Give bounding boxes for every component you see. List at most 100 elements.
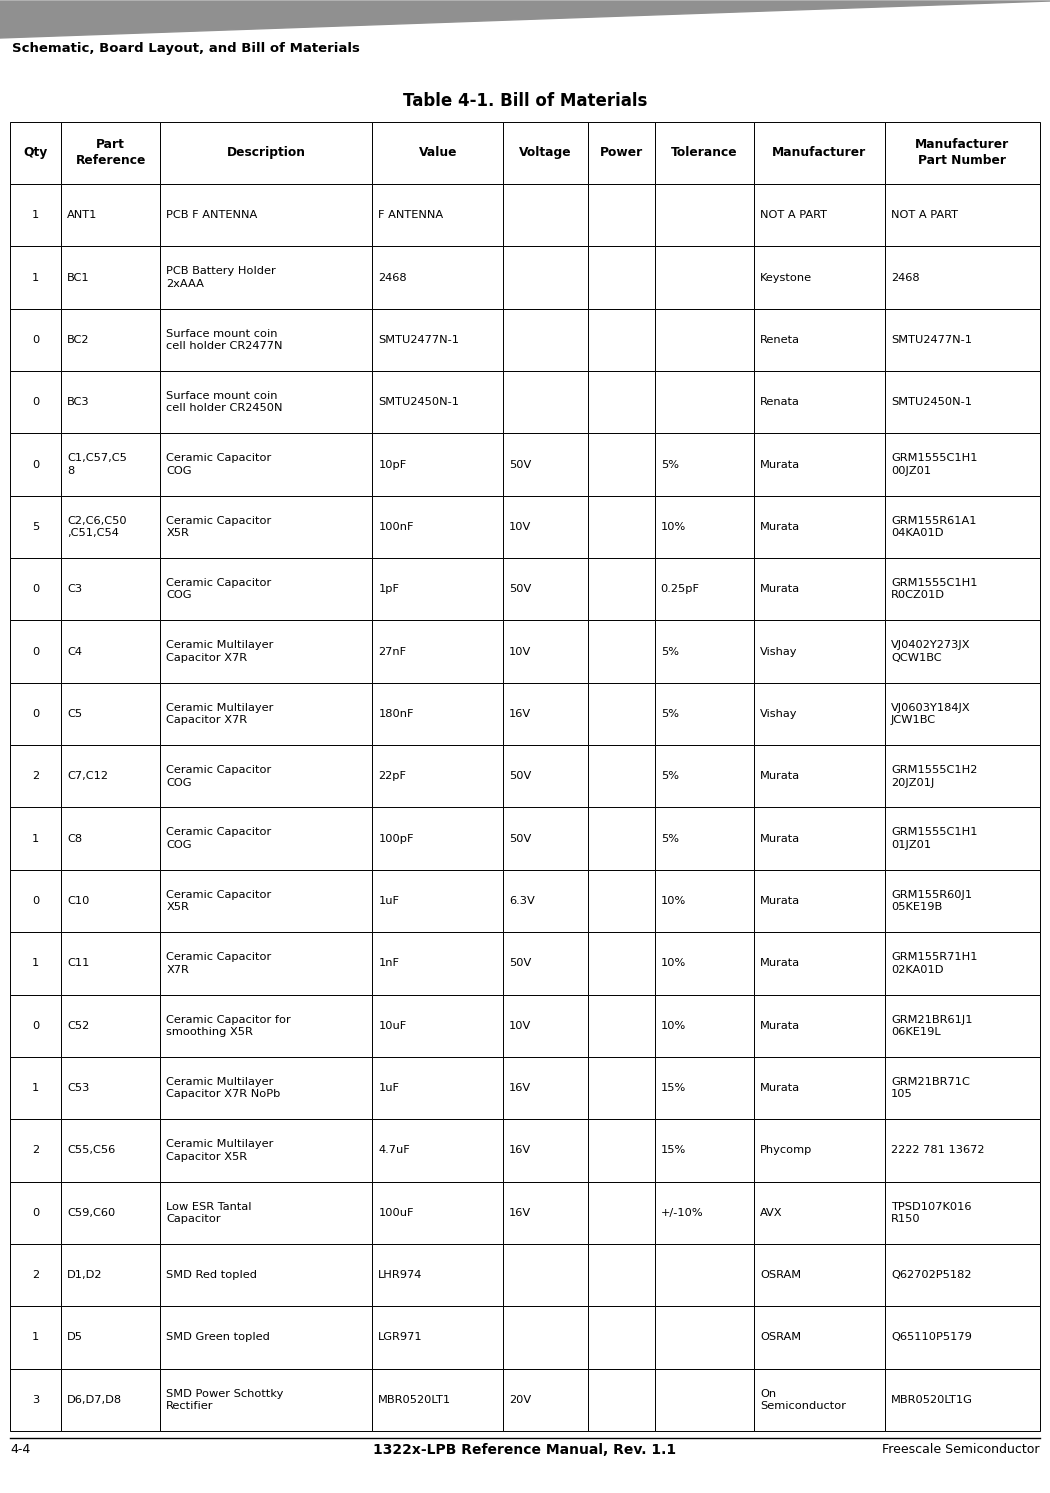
Bar	[10, 808, 61, 870]
Text: 0: 0	[32, 334, 39, 345]
Bar	[61, 246, 161, 309]
Bar	[161, 496, 373, 558]
Bar	[161, 558, 373, 621]
Bar	[503, 558, 588, 621]
Bar	[754, 433, 885, 496]
Bar	[161, 1306, 373, 1369]
Bar	[503, 309, 588, 372]
Bar	[754, 1369, 885, 1430]
Text: Murata: Murata	[760, 959, 800, 969]
Bar	[885, 682, 1040, 745]
Bar	[61, 1244, 161, 1306]
Bar	[654, 745, 754, 808]
Text: SMD Green topled: SMD Green topled	[166, 1332, 270, 1342]
Text: 0: 0	[32, 584, 39, 594]
Bar	[10, 246, 61, 309]
Text: GRM155R61A1
04KA01D: GRM155R61A1 04KA01D	[890, 515, 976, 537]
Bar	[654, 246, 754, 309]
Bar	[588, 682, 654, 745]
Bar	[10, 496, 61, 558]
Text: SMTU2477N-1: SMTU2477N-1	[378, 334, 459, 345]
Bar	[588, 1369, 654, 1430]
Bar	[754, 1181, 885, 1244]
Text: 10uF: 10uF	[378, 1021, 406, 1030]
Bar	[885, 246, 1040, 309]
Bar	[885, 621, 1040, 682]
Bar	[161, 1244, 373, 1306]
Bar	[754, 246, 885, 309]
Bar	[754, 808, 885, 870]
Text: 1pF: 1pF	[378, 584, 399, 594]
Text: 16V: 16V	[509, 1082, 531, 1093]
Bar	[373, 682, 503, 745]
Text: C5: C5	[67, 709, 82, 720]
Bar	[503, 870, 588, 932]
Bar	[503, 1057, 588, 1120]
Bar	[373, 122, 503, 184]
Bar	[61, 309, 161, 372]
Text: TPSD107K016
R150: TPSD107K016 R150	[890, 1202, 971, 1224]
Bar	[10, 994, 61, 1057]
Bar	[754, 1306, 885, 1369]
Bar	[654, 372, 754, 433]
Text: Phycomp: Phycomp	[760, 1145, 813, 1156]
Bar	[885, 1057, 1040, 1120]
Bar	[373, 994, 503, 1057]
Text: 0.25pF: 0.25pF	[660, 584, 699, 594]
Text: C59,C60: C59,C60	[67, 1208, 116, 1218]
Text: Ceramic Capacitor
COG: Ceramic Capacitor COG	[166, 454, 272, 476]
Text: GRM21BR61J1
06KE19L: GRM21BR61J1 06KE19L	[890, 1015, 972, 1038]
Text: 5%: 5%	[660, 772, 678, 781]
Text: 0: 0	[32, 896, 39, 906]
Bar	[588, 433, 654, 496]
Text: BC1: BC1	[67, 273, 89, 282]
Bar	[61, 122, 161, 184]
Bar	[373, 932, 503, 994]
Text: Ceramic Capacitor
X7R: Ceramic Capacitor X7R	[166, 953, 272, 975]
Bar	[885, 1306, 1040, 1369]
Bar	[373, 870, 503, 932]
Text: 10pF: 10pF	[378, 460, 406, 470]
Text: VJ0402Y273JX
QCW1BC: VJ0402Y273JX QCW1BC	[890, 640, 970, 663]
Bar	[588, 808, 654, 870]
Bar	[754, 496, 885, 558]
Text: 0: 0	[32, 1021, 39, 1030]
Text: VJ0603Y184JX
JCW1BC: VJ0603Y184JX JCW1BC	[890, 703, 970, 726]
Bar	[654, 1306, 754, 1369]
Text: 2468: 2468	[890, 273, 920, 282]
Bar	[373, 621, 503, 682]
Bar	[754, 1120, 885, 1181]
Text: 16V: 16V	[509, 1145, 531, 1156]
Bar	[161, 932, 373, 994]
Bar	[754, 932, 885, 994]
Bar	[10, 1244, 61, 1306]
Text: BC2: BC2	[67, 334, 89, 345]
Bar	[654, 496, 754, 558]
Bar	[10, 1120, 61, 1181]
Bar	[161, 433, 373, 496]
Bar	[588, 309, 654, 372]
Bar	[10, 932, 61, 994]
Bar	[373, 1120, 503, 1181]
Bar	[754, 372, 885, 433]
Text: GRM1555C1H2
20JZ01J: GRM1555C1H2 20JZ01J	[890, 764, 978, 787]
Bar	[588, 496, 654, 558]
Text: Power: Power	[600, 146, 643, 160]
Bar	[373, 309, 503, 372]
Bar	[373, 433, 503, 496]
Bar	[61, 496, 161, 558]
Bar	[503, 994, 588, 1057]
Bar	[373, 808, 503, 870]
Bar	[503, 1369, 588, 1430]
Text: 1: 1	[32, 1082, 39, 1093]
Text: 1uF: 1uF	[378, 1082, 399, 1093]
Bar	[588, 1057, 654, 1120]
Text: GRM1555C1H1
00JZ01: GRM1555C1H1 00JZ01	[890, 454, 978, 476]
Bar	[373, 1369, 503, 1430]
Bar	[161, 870, 373, 932]
Text: 2468: 2468	[378, 273, 407, 282]
Bar	[885, 558, 1040, 621]
Text: 16V: 16V	[509, 1208, 531, 1218]
Bar	[588, 1306, 654, 1369]
Text: Vishay: Vishay	[760, 646, 798, 657]
